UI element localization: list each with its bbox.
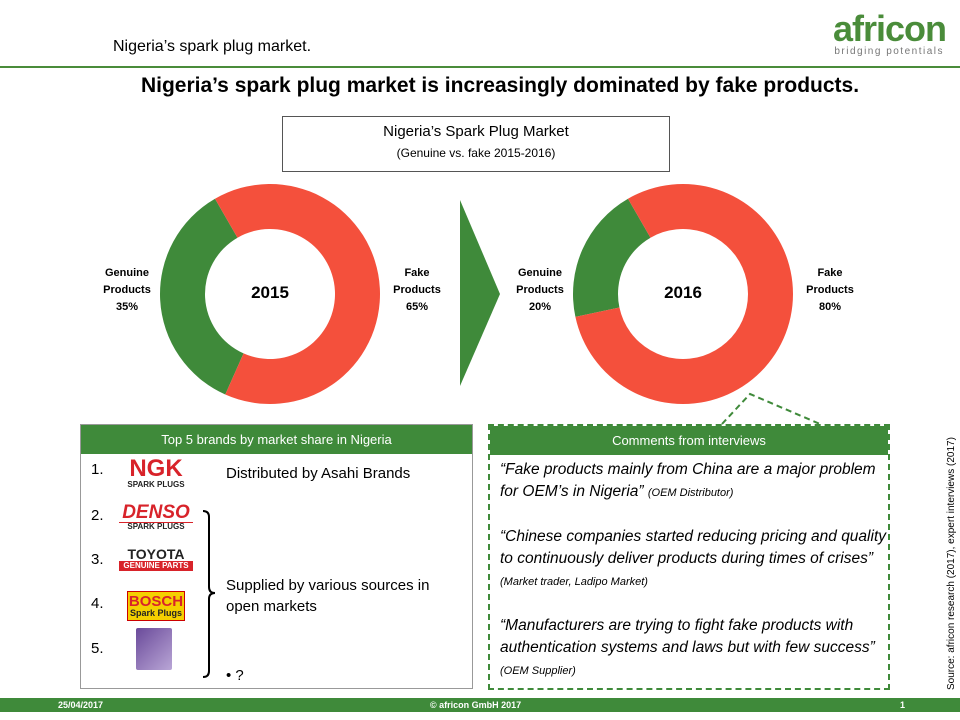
quote: “Fake products mainly from China are a m…	[500, 461, 876, 500]
quote: “Chinese companies started reducing pric…	[500, 528, 886, 567]
item-number: 2.	[91, 507, 104, 524]
chart-subtitle: (Genuine vs. fake 2015-2016)	[396, 146, 556, 160]
center-label: 2016	[664, 283, 702, 302]
item-number: 3.	[91, 551, 104, 568]
logo-sub: Spark Plugs	[129, 608, 183, 618]
header-rule	[0, 66, 960, 68]
logo-name: NGK	[129, 455, 183, 482]
quote-source: (Market trader, Ladipo Market)	[500, 576, 648, 588]
comments-box: Comments from interviews “Fake products …	[488, 424, 890, 690]
source-note: Source: africon research (2017), expert …	[946, 437, 957, 690]
slide-title: Nigeria’s spark plug market is increasin…	[140, 74, 860, 97]
footer: 25/04/2017 © africon GmbH 2017 1	[0, 698, 960, 712]
logo-tagline: bridging potentials	[834, 46, 944, 57]
brand-logo: BOSCH Spark Plugs	[127, 591, 185, 621]
logo-name: BOSCH	[128, 593, 184, 610]
brace	[202, 510, 216, 678]
distributed-text: Distributed by Asahi Brands	[226, 465, 411, 482]
brands-box: Top 5 brands by market share in Nigeria …	[80, 424, 473, 689]
header-subtitle: Nigeria’s spark plug market.	[113, 38, 312, 55]
arrow	[460, 200, 500, 386]
quote-source: (OEM Supplier)	[500, 665, 576, 677]
value-label: 65%	[405, 301, 429, 313]
comment: “Manufacturers are trying to fight fake …	[500, 615, 892, 682]
logo-sub: SPARK PLUGS	[119, 522, 193, 531]
item-number: 1.	[91, 461, 104, 478]
category-label: Fake Products	[393, 267, 441, 296]
brands-title: Top 5 brands by market share in Nigeria	[81, 425, 472, 454]
slice-label: Fake Products 65%	[382, 265, 452, 316]
chart-box: Nigeria’s Spark Plug Market (Genuine vs.…	[282, 116, 670, 172]
donut-slice	[215, 183, 381, 404]
value-label: 80%	[818, 301, 842, 313]
logo-name: DENSO	[122, 502, 190, 523]
category-label: Genuine Products	[103, 267, 151, 296]
brand-image	[136, 628, 172, 670]
slice-label: Genuine Products 20%	[505, 265, 575, 316]
brand-logo: NGK SPARK PLUGS	[119, 457, 193, 489]
brand-logo: TOYOTA GENUINE PARTS	[119, 547, 193, 571]
logo: africon	[832, 8, 947, 49]
category-label: Genuine Products	[516, 267, 564, 296]
value-label: 35%	[115, 301, 139, 313]
footer-date: 25/04/2017	[58, 700, 104, 710]
item-number: 4.	[91, 595, 104, 612]
comment: “Chinese companies started reducing pric…	[500, 526, 892, 593]
logo-name: TOYOTA	[127, 546, 185, 562]
slice-label: Genuine Products 35%	[92, 265, 162, 316]
quote: “Manufacturers are trying to fight fake …	[500, 617, 875, 656]
bullet-item: • ?	[226, 667, 244, 684]
category-label: Fake Products	[806, 267, 854, 296]
comments-title: Comments from interviews	[490, 426, 888, 455]
logo-sub: SPARK PLUGS	[127, 480, 185, 489]
donut-slice	[575, 183, 793, 404]
value-label: 20%	[528, 301, 552, 313]
footer-page: 1	[900, 700, 906, 710]
bullet-text: ?	[235, 667, 244, 684]
brand-logo: DENSO SPARK PLUGS	[119, 503, 193, 531]
chart-title: Nigeria’s Spark Plug Market	[383, 123, 569, 140]
quote-source: (OEM Distributor)	[647, 487, 734, 499]
center-label: 2015	[251, 283, 289, 302]
slice-label: Fake Products 80%	[795, 265, 865, 316]
comment: “Fake products mainly from China are a m…	[500, 459, 892, 504]
item-number: 5.	[91, 640, 104, 657]
supplied-text: Supplied by various sources in open mark…	[226, 577, 430, 615]
donut-slice	[572, 198, 651, 317]
logo-sub: GENUINE PARTS	[119, 561, 193, 571]
footer-copyright: © africon GmbH 2017	[430, 700, 522, 710]
callout	[721, 392, 821, 425]
donut-slice	[160, 198, 244, 395]
